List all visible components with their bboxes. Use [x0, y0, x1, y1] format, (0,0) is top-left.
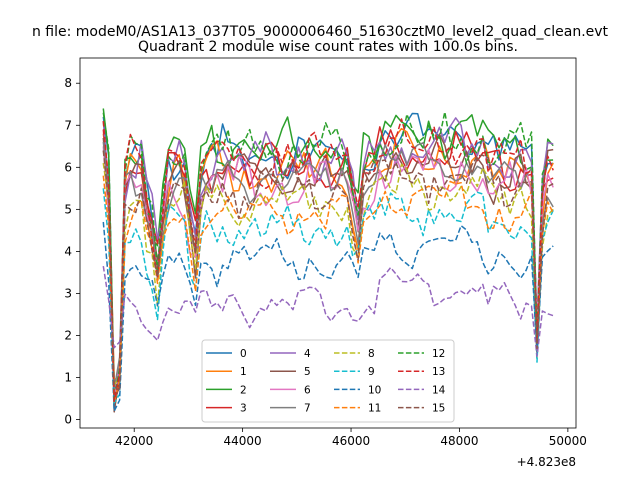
- y-tick-label: 4: [64, 244, 72, 258]
- y-tick-label: 2: [64, 329, 72, 343]
- legend-entry-13[interactable]: 13: [398, 366, 445, 378]
- series-line-2: [102, 108, 554, 409]
- series-line-9: [102, 188, 554, 404]
- legend-entry-9[interactable]: 9: [334, 366, 375, 378]
- series-line-12: [102, 111, 554, 402]
- legend-label: 1: [240, 366, 247, 378]
- legend-entry-15[interactable]: 15: [398, 403, 445, 415]
- y-tick-label: 3: [64, 286, 72, 300]
- legend-entry-14[interactable]: 14: [398, 384, 446, 396]
- x-axis-offset-label: +4.823e8: [517, 455, 576, 469]
- legend-entry-2[interactable]: 2: [206, 384, 247, 396]
- legend-entry-6[interactable]: 6: [270, 384, 311, 396]
- legend-label: 5: [304, 366, 311, 378]
- y-tick-label: 1: [64, 371, 72, 385]
- legend-label: 2: [240, 384, 247, 396]
- x-axis: 42000 44000 46000 48000 50000: [115, 428, 587, 448]
- legend-entry-7[interactable]: 7: [270, 403, 311, 415]
- series-line-10: [102, 221, 554, 412]
- legend-box: [201, 339, 455, 423]
- series-line-13: [102, 118, 554, 403]
- figure-suptitle: n file: modeM0/AS1A13_037T05_9000006460_…: [32, 24, 609, 40]
- legend-entry-3[interactable]: 3: [206, 403, 247, 415]
- series-line-6: [102, 146, 554, 397]
- legend-label: 3: [240, 403, 247, 415]
- legend-label: 15: [432, 403, 445, 415]
- legend-label: 10: [368, 384, 381, 396]
- x-tick-label: 48000: [440, 434, 478, 448]
- series-line-11: [102, 175, 554, 403]
- legend-entry-0[interactable]: 0: [206, 348, 247, 360]
- legend-label: 14: [432, 384, 446, 396]
- legend-label: 7: [304, 403, 311, 415]
- x-tick-label: 46000: [332, 434, 370, 448]
- series-line-7: [102, 142, 554, 391]
- series-line-15: [102, 150, 554, 392]
- legend-label: 8: [368, 348, 375, 360]
- y-tick-label: 0: [64, 413, 72, 427]
- axes-frame: [79, 57, 577, 429]
- legend-label: 13: [432, 366, 445, 378]
- legend-entry-4[interactable]: 4: [270, 348, 311, 360]
- legend-entry-12[interactable]: 12: [398, 348, 445, 360]
- series-line-0: [102, 112, 554, 392]
- series-line-4: [102, 117, 554, 402]
- y-tick-label: 7: [64, 118, 72, 132]
- legend-label: 12: [432, 348, 445, 360]
- legend-label: 4: [304, 348, 311, 360]
- y-tick-label: 6: [64, 160, 72, 174]
- x-tick-label: 42000: [115, 434, 153, 448]
- y-axis: 0 1 2 3 4 5 6 7 8: [64, 76, 80, 427]
- plot-series-group: [102, 108, 554, 413]
- series-line-14: [102, 265, 554, 358]
- legend-entry-11[interactable]: 11: [334, 403, 381, 415]
- series-line-5: [102, 133, 554, 413]
- legend-entry-1[interactable]: 1: [206, 366, 247, 378]
- x-tick-label: 50000: [549, 434, 587, 448]
- x-tick-label: 44000: [224, 434, 262, 448]
- legend-label: 9: [368, 366, 375, 378]
- legend-label: 11: [368, 403, 381, 415]
- legend-entry-5[interactable]: 5: [270, 366, 311, 378]
- legend-entry-8[interactable]: 8: [334, 348, 375, 360]
- y-tick-label: 5: [64, 202, 72, 216]
- legend-label: 0: [240, 348, 247, 360]
- legend-label: 6: [304, 384, 311, 396]
- chart-title: Quadrant 2 module wise count rates with …: [138, 39, 518, 55]
- y-tick-label: 8: [64, 76, 72, 90]
- legend-entry-10[interactable]: 10: [334, 384, 381, 396]
